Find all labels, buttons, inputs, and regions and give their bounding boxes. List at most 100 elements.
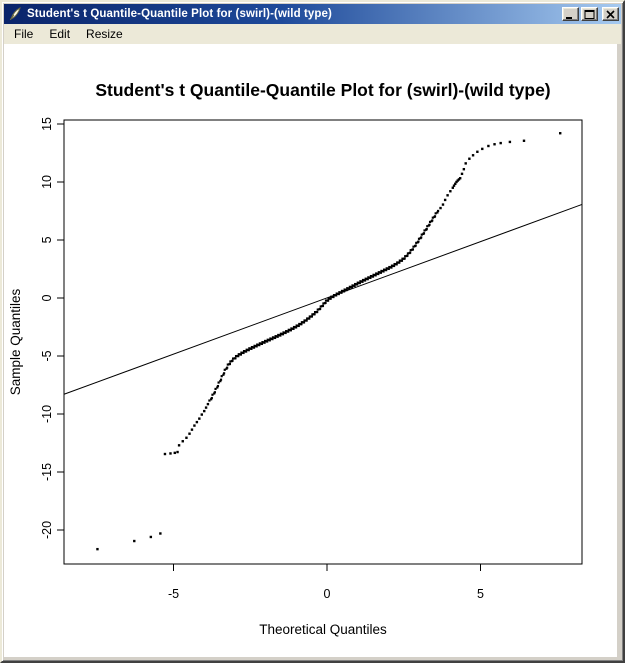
qq-point [343,288,346,291]
qq-point [522,139,526,142]
qq-point [222,373,225,376]
qq-point [364,277,367,280]
qq-point [219,380,222,383]
qq-point [308,315,311,318]
qq-point [319,307,322,310]
y-tick-label: -10 [40,405,54,423]
qq-point [348,285,351,288]
qq-point [340,291,343,294]
qq-point [366,278,369,281]
qq-point [358,282,361,285]
qq-point [252,346,256,349]
y-tick-label: 0 [40,294,54,301]
y-tick-label: 5 [40,236,54,243]
qq-point [316,310,319,314]
qq-point [190,428,194,431]
qq-point [210,398,213,401]
qq-point [390,266,393,269]
x-tick-label: -5 [168,587,179,601]
qq-point [451,186,455,189]
minimize-button[interactable] [562,7,579,21]
qq-point [377,272,380,276]
qq-point [342,290,346,293]
qq-point [329,297,332,300]
qq-point [306,317,309,320]
qq-point [353,284,356,288]
qq-point [379,271,383,274]
qq-point [297,324,300,328]
qq-point [422,232,426,235]
qq-point [417,237,421,240]
qq-point [412,245,415,248]
qq-point [359,280,362,283]
qq-point [431,216,434,219]
qq-point [414,244,417,247]
qq-point [163,452,167,456]
qq-point [216,384,220,388]
qq-point [428,223,431,226]
qq-point [311,313,314,316]
qq-point [449,190,452,193]
qq-point [310,315,314,318]
menu-item-edit[interactable]: Edit [49,26,71,41]
y-tick-label: -15 [40,463,54,481]
qq-point [308,317,311,320]
qq-point [266,338,269,341]
qq-point [420,233,423,236]
qq-point [248,347,251,350]
qq-point [476,150,479,153]
qq-point [406,254,409,257]
qq-point [263,341,266,344]
qq-point [213,391,216,394]
qq-point [229,360,232,363]
qq-point [219,378,223,381]
qq-point [273,336,277,340]
qq-point [258,344,261,347]
qq-point [220,375,223,378]
x-tick-label: 0 [324,587,331,601]
qq-point [287,328,290,331]
qq-point [441,203,445,206]
qq-point [226,366,229,369]
qq-point [330,295,333,298]
qq-point [387,267,390,270]
qq-point [417,240,420,243]
qq-point [204,406,208,409]
qq-point [96,547,99,551]
qq-point [395,263,398,266]
qq-point [382,268,386,271]
close-button[interactable] [602,7,619,21]
qq-point [281,333,285,336]
qq-point [409,251,412,254]
qq-point [181,440,184,443]
qq-point [458,177,462,180]
window-title: Student's t Quantile-Quantile Plot for (… [27,8,332,20]
menu-item-file[interactable]: File [14,26,34,41]
qq-point [234,357,237,360]
qq-point [385,269,388,272]
data-points [96,132,562,551]
menu-item-resize[interactable]: Resize [86,26,123,41]
qq-point [256,343,259,346]
qq-point [377,271,380,274]
quill-icon[interactable] [7,6,23,22]
qq-point [411,248,415,251]
qq-point [159,532,162,535]
qq-point [369,276,372,280]
qq-point [228,362,231,365]
qq-point [356,281,359,284]
qq-point [217,381,220,384]
qq-point [332,295,335,299]
maximize-button[interactable] [581,7,598,21]
y-axis-label: Sample Quantiles [8,288,23,395]
qq-point [400,259,404,262]
qq-point [295,324,298,327]
qq-point [279,332,282,335]
qq-point [462,167,466,171]
qq-point [279,334,282,337]
title-bar[interactable]: Student's t Quantile-Quantile Plot for (… [4,4,621,24]
qq-point [295,326,298,329]
qq-point [234,354,238,358]
qq-point [454,182,457,186]
qq-point [350,286,354,289]
